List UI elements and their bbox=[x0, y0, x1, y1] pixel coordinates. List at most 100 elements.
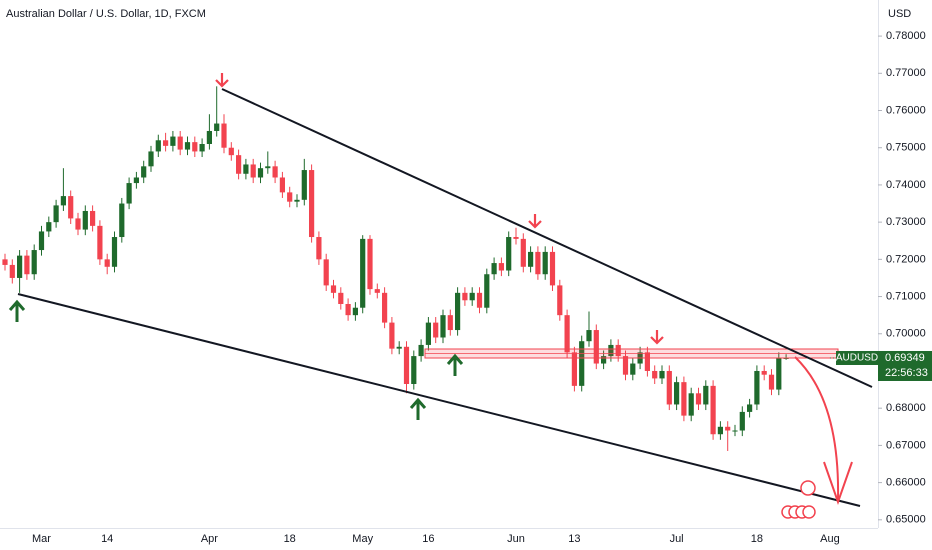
candle-body bbox=[476, 292, 483, 308]
candle-body bbox=[688, 393, 694, 416]
candle-body bbox=[90, 210, 96, 226]
x-tick-label: 14 bbox=[101, 533, 113, 545]
candle-body bbox=[31, 250, 37, 275]
candle-body bbox=[571, 352, 577, 386]
candle-body bbox=[250, 164, 256, 178]
y-tick-label: 0.72000 bbox=[886, 253, 926, 265]
candle-body bbox=[652, 370, 658, 379]
candle-body bbox=[199, 144, 205, 152]
candle-body bbox=[542, 251, 548, 275]
candle-body bbox=[549, 251, 556, 286]
candle-body bbox=[2, 259, 8, 265]
candle-body bbox=[24, 255, 30, 275]
x-tick-label: Mar bbox=[32, 533, 51, 545]
event-icon bbox=[802, 505, 816, 519]
candle-body bbox=[243, 164, 249, 174]
candle-body bbox=[761, 370, 767, 375]
candle-body bbox=[338, 292, 344, 304]
x-tick-label: May bbox=[352, 533, 373, 545]
up-arrow bbox=[409, 397, 427, 420]
y-tick-label: 0.75000 bbox=[886, 142, 926, 154]
down-arrows bbox=[215, 73, 664, 345]
last-price-tag bbox=[878, 350, 932, 381]
candle-body bbox=[272, 166, 278, 178]
candle-body bbox=[681, 382, 687, 416]
candle-body bbox=[411, 356, 417, 384]
candle-body bbox=[579, 341, 585, 386]
candle-body bbox=[309, 170, 315, 238]
candle-body bbox=[221, 123, 227, 148]
candle-body bbox=[316, 237, 322, 260]
candle-body bbox=[163, 140, 169, 146]
projection-arrow bbox=[794, 356, 840, 501]
candle-body bbox=[601, 356, 607, 364]
chart-title: Australian Dollar / U.S. Dollar, 1D, FXC… bbox=[6, 8, 206, 20]
candle-body bbox=[725, 426, 731, 431]
candle-body bbox=[703, 385, 709, 405]
candle-body bbox=[126, 183, 132, 204]
candle-body bbox=[586, 330, 592, 342]
candle-body bbox=[630, 363, 636, 375]
candle-body bbox=[352, 307, 358, 316]
y-tick-label: 0.77000 bbox=[886, 67, 926, 79]
candle-body bbox=[491, 263, 497, 275]
down-arrow bbox=[528, 214, 542, 229]
candle-body bbox=[177, 136, 183, 150]
y-tick-label: 0.76000 bbox=[886, 104, 926, 116]
candle-body bbox=[674, 382, 680, 405]
candle-body bbox=[389, 322, 395, 349]
candle-body bbox=[46, 222, 52, 232]
candle-body bbox=[330, 285, 337, 293]
candle-body bbox=[265, 166, 271, 169]
candle-body bbox=[695, 393, 702, 405]
up-arrow bbox=[8, 299, 26, 322]
y-tick-label: 0.67000 bbox=[886, 439, 926, 451]
candle-body bbox=[214, 123, 220, 131]
candle-body bbox=[659, 370, 665, 379]
candle-body bbox=[119, 203, 125, 238]
candle-body bbox=[53, 205, 59, 223]
candle-body bbox=[455, 292, 461, 331]
candle-body bbox=[484, 274, 490, 308]
candle-body bbox=[17, 255, 23, 278]
candle-body bbox=[739, 411, 745, 431]
candle-body bbox=[469, 292, 475, 301]
last-price-label: 0.69349 bbox=[885, 352, 925, 364]
candle-body bbox=[513, 237, 519, 239]
candle-body bbox=[666, 370, 672, 405]
candle-body bbox=[184, 142, 191, 150]
candle-body bbox=[425, 322, 431, 345]
candle-body bbox=[418, 344, 424, 357]
candle-body bbox=[287, 192, 293, 202]
down-arrow bbox=[650, 330, 664, 345]
candle-body bbox=[155, 140, 161, 152]
y-tick-label: 0.74000 bbox=[886, 179, 926, 191]
symbol-tag bbox=[836, 350, 878, 365]
candle-body bbox=[732, 430, 738, 432]
candle-body bbox=[367, 238, 373, 290]
x-tick-label: Jun bbox=[507, 533, 525, 545]
candle-body bbox=[622, 356, 629, 375]
candle-body bbox=[447, 315, 453, 331]
event-icons bbox=[781, 480, 816, 519]
upper-trendline bbox=[221, 88, 873, 388]
x-tick-label: Aug bbox=[820, 533, 840, 545]
y-tick-label: 0.78000 bbox=[886, 30, 926, 42]
candle-body bbox=[396, 346, 402, 349]
candle-body bbox=[754, 370, 760, 405]
x-tick-label: 18 bbox=[751, 533, 763, 545]
candle-body bbox=[535, 251, 541, 275]
y-tick-label: 0.65000 bbox=[886, 514, 926, 526]
candle-body bbox=[564, 315, 570, 353]
x-tick-label: Apr bbox=[201, 533, 218, 545]
axis-unit: USD bbox=[888, 8, 911, 20]
candle-body bbox=[593, 330, 599, 364]
candle-body bbox=[374, 289, 380, 293]
up-arrows bbox=[8, 299, 464, 420]
candle-body bbox=[433, 322, 439, 338]
candle-body bbox=[236, 155, 242, 174]
candle-body bbox=[279, 177, 285, 193]
candle-body bbox=[60, 196, 66, 206]
candle-body bbox=[382, 292, 388, 323]
